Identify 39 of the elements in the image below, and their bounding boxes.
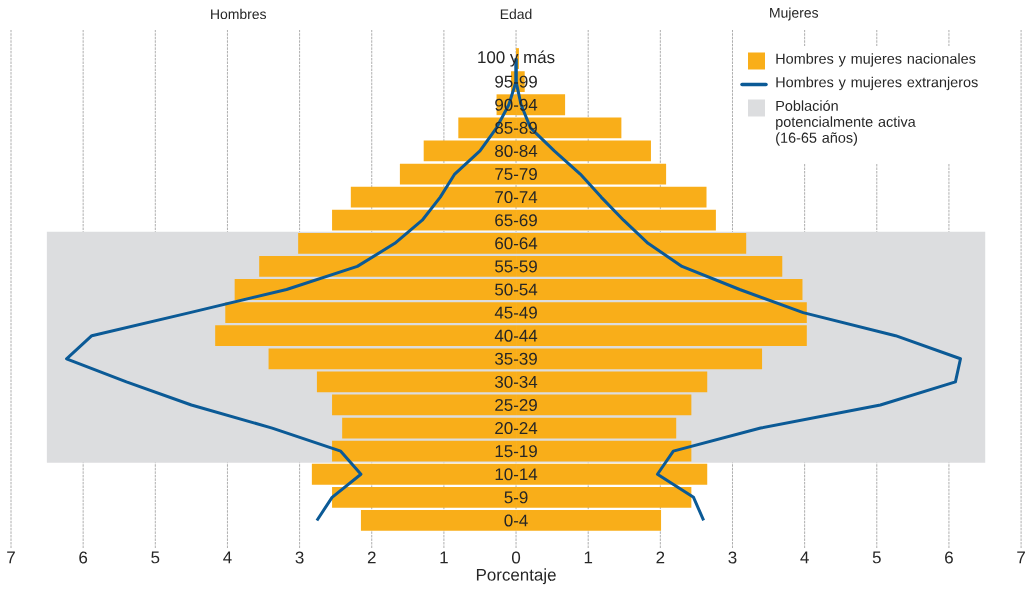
legend-label: Población potencialmente activa (16-65 años) — [776, 100, 916, 146]
y-tick-label: 0-4 — [504, 514, 528, 527]
text: Mujeres — [770, 7, 819, 21]
y-tick-label: 80-84 — [495, 144, 538, 157]
y-tick-label: 50-54 — [495, 283, 538, 296]
y-tick-label: 45-49 — [494, 306, 537, 319]
x-axis-title: Porcentaje — [476, 568, 556, 585]
y-tick-label: 70-74 — [495, 191, 538, 204]
x-tick-label: 4 — [223, 551, 232, 564]
x-tick-label: 1 — [584, 551, 593, 564]
x-tick-label: 7 — [7, 551, 15, 564]
y-tick-label: 5-9 — [504, 491, 528, 504]
x-tick-label: 6 — [79, 551, 88, 564]
y-tick-label: 25-29 — [495, 398, 537, 411]
x-tick-label: 2 — [656, 551, 665, 564]
x-tick-label: 7 — [1017, 551, 1025, 564]
y-tick-label: 20-24 — [495, 422, 538, 435]
y-tick-label: 10-14 — [495, 468, 538, 481]
x-tick-label: 3 — [295, 551, 304, 564]
x-tick-label: 4 — [800, 551, 809, 564]
x-tick-label: 3 — [728, 551, 737, 564]
y-tick-label: 15-19 — [495, 445, 537, 458]
legend-label: Hombres y mujeres nacionales — [776, 53, 976, 67]
y-tick-label: 40-44 — [494, 329, 538, 342]
y-tick-label: 60-64 — [495, 237, 538, 250]
x-tick-label: 0 — [511, 551, 521, 564]
y-tick-label: 35-39 — [495, 352, 537, 365]
y-tick-label: 30-34 — [495, 375, 538, 388]
x-tick-label: 5 — [872, 551, 881, 564]
y-tick-label: 75-79 — [495, 168, 537, 181]
text: Hombres — [211, 8, 267, 20]
legend-label: Hombres y mujeres extranjeros — [776, 76, 978, 91]
x-tick-label: 6 — [945, 551, 953, 564]
y-tick-label: 65-69 — [495, 214, 537, 227]
x-tick-label: 2 — [367, 551, 376, 564]
x-tick-label: 5 — [151, 551, 160, 564]
text: Edad — [500, 8, 532, 20]
y-tick-label: 55-59 — [495, 260, 537, 273]
x-tick-label: 1 — [440, 551, 448, 564]
